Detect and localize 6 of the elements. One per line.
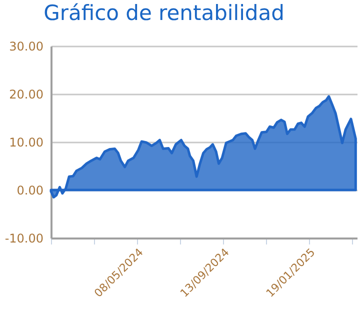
y-tick-label: 0.00 [16, 184, 44, 198]
y-tick-label: 30.00 [9, 40, 44, 54]
chart-title: Gráfico de rentabilidad [44, 1, 284, 25]
y-tick-label: 20.00 [9, 88, 44, 102]
y-tick-label: 10.00 [9, 136, 44, 150]
y-tick-label: -10.00 [4, 232, 44, 246]
